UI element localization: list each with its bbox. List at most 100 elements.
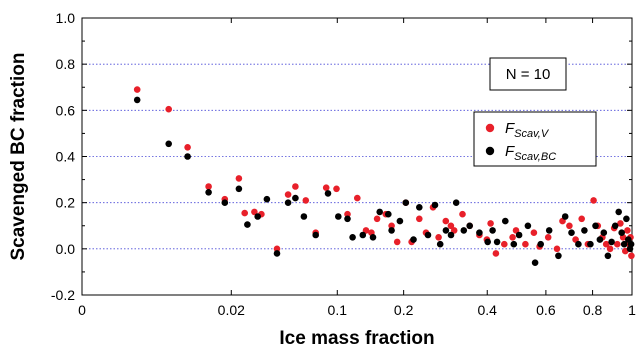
data-point-fscav-bc bbox=[312, 231, 320, 239]
annotation-box: N = 10 bbox=[489, 57, 567, 91]
data-point-fscav-bc bbox=[410, 236, 417, 243]
x-tick-label: 1 bbox=[628, 302, 636, 318]
data-point-fscav-bc bbox=[292, 194, 299, 202]
data-point-fscav-bc bbox=[436, 240, 444, 248]
data-point-fscav-bc bbox=[510, 240, 518, 248]
x-tick-label: 0.2 bbox=[394, 302, 414, 318]
data-point-fscav-bc bbox=[359, 231, 367, 239]
data-point-fscav-bc bbox=[515, 231, 523, 239]
data-point-fscav-v bbox=[165, 105, 172, 113]
data-point-fscav-v bbox=[284, 191, 292, 198]
data-point-fscav-v bbox=[416, 215, 423, 223]
data-point-fscav-v bbox=[442, 217, 450, 225]
data-point-fscav-v bbox=[566, 222, 573, 230]
data-point-fscav-bc bbox=[581, 227, 588, 234]
data-point-fscav-bc bbox=[273, 250, 281, 257]
data-point-fscav-bc bbox=[531, 259, 539, 267]
data-point-fscav-v bbox=[273, 245, 281, 253]
data-point-fscav-v bbox=[354, 194, 361, 202]
data-point-fscav-v bbox=[292, 183, 299, 190]
data-point-fscav-bc bbox=[489, 227, 496, 234]
data-point-fscav-bc bbox=[476, 229, 483, 236]
legend-label-v-subscript: Scav,V bbox=[514, 128, 550, 140]
data-point-fscav-bc bbox=[442, 227, 450, 234]
data-points bbox=[133, 86, 635, 267]
data-point-fscav-bc bbox=[349, 234, 356, 241]
data-point-fscav-v bbox=[447, 222, 455, 230]
data-point-fscav-v bbox=[344, 210, 351, 218]
legend-marker-bc bbox=[485, 146, 495, 156]
data-point-fscav-v bbox=[333, 185, 340, 193]
data-point-fscav-bc bbox=[133, 96, 141, 104]
data-point-fscav-bc bbox=[592, 222, 599, 230]
data-point-fscav-v bbox=[624, 227, 631, 234]
data-point-fscav-bc bbox=[263, 195, 271, 203]
data-point-fscav-bc bbox=[561, 213, 569, 220]
data-point-fscav-bc bbox=[524, 222, 532, 230]
data-point-fscav-bc bbox=[184, 153, 191, 160]
data-point-fscav-v bbox=[602, 240, 610, 248]
data-point-fscav-v bbox=[487, 220, 494, 227]
y-tick-label: 0.0 bbox=[56, 241, 76, 257]
data-point-fscav-bc bbox=[388, 227, 395, 234]
y-tick-label: 1.0 bbox=[56, 10, 76, 26]
x-tick-label: 0.8 bbox=[583, 302, 603, 318]
data-point-fscav-bc bbox=[623, 215, 630, 223]
data-point-fscav-v bbox=[617, 220, 624, 227]
data-point-fscav-v bbox=[251, 208, 258, 216]
legend-label-v: FScav,V bbox=[505, 120, 550, 140]
data-point-fscav-v bbox=[459, 210, 466, 218]
legend-label-bc: FScav,BC bbox=[505, 143, 556, 163]
data-point-fscav-v bbox=[373, 215, 381, 223]
data-point-fscav-bc bbox=[335, 213, 342, 220]
data-point-fscav-bc bbox=[165, 140, 172, 148]
x-tick-label: 0 bbox=[78, 302, 86, 318]
y-tick-label: 0.6 bbox=[56, 102, 76, 118]
data-point-fscav-bc bbox=[369, 234, 377, 241]
data-point-fscav-bc bbox=[620, 240, 628, 248]
data-point-fscav-bc bbox=[493, 238, 501, 246]
y-tick-label: 0.8 bbox=[56, 56, 76, 72]
data-point-fscav-v bbox=[435, 234, 442, 241]
data-point-fscav-bc bbox=[324, 190, 332, 197]
data-point-fscav-v bbox=[393, 238, 401, 246]
data-point-fscav-v bbox=[184, 144, 191, 151]
data-point-fscav-bc bbox=[431, 201, 439, 209]
data-point-fscav-bc bbox=[385, 210, 392, 218]
legend-marker-v bbox=[485, 123, 495, 133]
data-point-fscav-v bbox=[492, 250, 500, 257]
data-point-fscav-v bbox=[322, 184, 330, 191]
data-point-fscav-bc bbox=[221, 199, 229, 206]
data-point-fscav-v bbox=[628, 252, 635, 260]
data-point-fscav-bc bbox=[575, 240, 582, 248]
x-tick-label: 0.4 bbox=[478, 302, 498, 318]
data-point-fscav-v bbox=[235, 175, 243, 182]
data-point-fscav-v bbox=[362, 227, 370, 234]
x-axis-title: Ice mass fraction bbox=[279, 328, 434, 349]
data-point-fscav-bc bbox=[254, 213, 261, 220]
data-point-fscav-bc bbox=[244, 221, 251, 228]
data-point-fscav-bc bbox=[615, 208, 622, 216]
data-point-fscav-bc bbox=[447, 231, 455, 239]
data-point-fscav-bc bbox=[300, 213, 308, 220]
data-point-fscav-bc bbox=[596, 236, 604, 243]
data-point-fscav-bc bbox=[416, 204, 423, 211]
data-point-fscav-v bbox=[544, 234, 552, 241]
data-point-fscav-v bbox=[522, 240, 529, 248]
y-tick-label: 0.2 bbox=[56, 195, 76, 211]
x-tick-label: 0.02 bbox=[218, 302, 245, 318]
annotation-text: N = 10 bbox=[506, 66, 551, 83]
data-point-fscav-bc bbox=[484, 238, 492, 246]
data-point-fscav-bc bbox=[555, 252, 562, 260]
grid-lines bbox=[82, 63, 632, 250]
data-point-fscav-bc bbox=[600, 229, 608, 236]
data-point-fscav-bc bbox=[344, 215, 351, 223]
y-tick-label: 0.4 bbox=[56, 149, 76, 165]
data-point-fscav-v bbox=[509, 234, 516, 241]
data-point-fscav-bc bbox=[627, 240, 635, 248]
data-point-fscav-v bbox=[133, 86, 141, 93]
data-point-fscav-bc bbox=[611, 222, 619, 230]
data-point-fscav-v bbox=[578, 215, 585, 223]
data-point-fscav-bc bbox=[618, 229, 625, 236]
